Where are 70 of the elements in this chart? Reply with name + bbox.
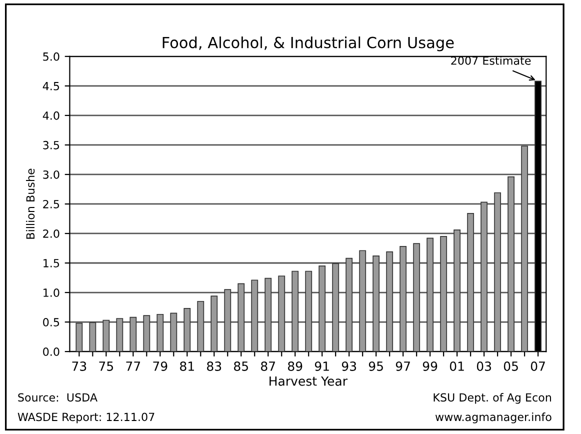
text: www.agmanager.info (435, 412, 552, 424)
bar (359, 250, 366, 352)
x-tick-label: 79 (153, 361, 168, 371)
bar (102, 320, 110, 352)
bar (480, 202, 488, 352)
x-tick-label: 93 (342, 361, 356, 371)
x-tick-label: 77 (126, 362, 140, 371)
bar (170, 312, 178, 352)
bar (454, 230, 461, 352)
bar (467, 213, 474, 352)
bar (156, 314, 164, 352)
x-axis-title: Harvest Year (270, 376, 348, 386)
bar (440, 236, 448, 352)
source-note: Source: USDA (18, 393, 98, 402)
bar (386, 251, 394, 352)
x-tick-label: 83 (207, 361, 222, 371)
x-tick-label: 05 (504, 361, 518, 371)
y-tick-label: 3.5 (43, 140, 60, 150)
bar (292, 270, 299, 352)
bar (89, 322, 96, 352)
bar (264, 278, 272, 352)
x-tick-label: 89 (288, 361, 302, 371)
bar (224, 289, 232, 352)
bar (251, 280, 258, 352)
y-tick-label: 0.5 (43, 318, 60, 326)
bar (426, 238, 434, 352)
y-tick-label: 4.5 (42, 82, 60, 90)
chart-title: Food, Alcohol, & Industrial Corn Usage (162, 36, 454, 52)
y-tick-label: 3.0 (43, 170, 60, 179)
bar (197, 300, 204, 352)
x-tick-label: 85 (234, 361, 248, 371)
bar (332, 263, 340, 352)
bar (521, 146, 528, 352)
x-tick-label: 95 (368, 361, 383, 371)
y-tick-label: 5.0 (43, 52, 60, 61)
bar (238, 283, 245, 352)
bar (184, 308, 191, 352)
bar (346, 258, 353, 352)
x-tick-label: 03 (476, 361, 492, 371)
x-tick-label: 75 (99, 362, 114, 371)
text: KSU Dept. of Ag Econ (434, 393, 552, 404)
bar (76, 322, 83, 352)
y-axis-title: Billion Bushe (26, 168, 35, 239)
text: WASDE Report: 12.11.07 (18, 412, 154, 424)
y-tick-label: 0.0 (43, 348, 60, 356)
bar (318, 266, 326, 352)
bar (400, 246, 407, 352)
x-tick-label: 73 (72, 361, 86, 371)
bar (413, 243, 420, 352)
bar (305, 270, 312, 352)
x-tick-label: 99 (422, 361, 438, 371)
bar (130, 316, 137, 352)
y-tick-label: 1.5 (44, 259, 60, 268)
x-tick-label: 07 (530, 361, 545, 371)
bar (278, 276, 286, 352)
bar (143, 315, 150, 352)
x-tick-label: 81 (180, 361, 194, 371)
y-tick-label: 1.0 (44, 288, 60, 297)
y-tick-label: 2.5 (43, 200, 60, 208)
bar (210, 296, 218, 352)
x-tick-label: 91 (314, 361, 329, 371)
x-tick-label: 87 (261, 361, 275, 371)
x-tick-label: 01 (450, 361, 464, 371)
y-tick-label: 2.0 (43, 229, 60, 238)
bar (494, 192, 502, 352)
bar (372, 256, 380, 352)
bar (508, 176, 515, 352)
bar (116, 318, 124, 352)
x-tick-label: 97 (396, 361, 410, 371)
y-tick-label: 4.0 (42, 111, 60, 120)
